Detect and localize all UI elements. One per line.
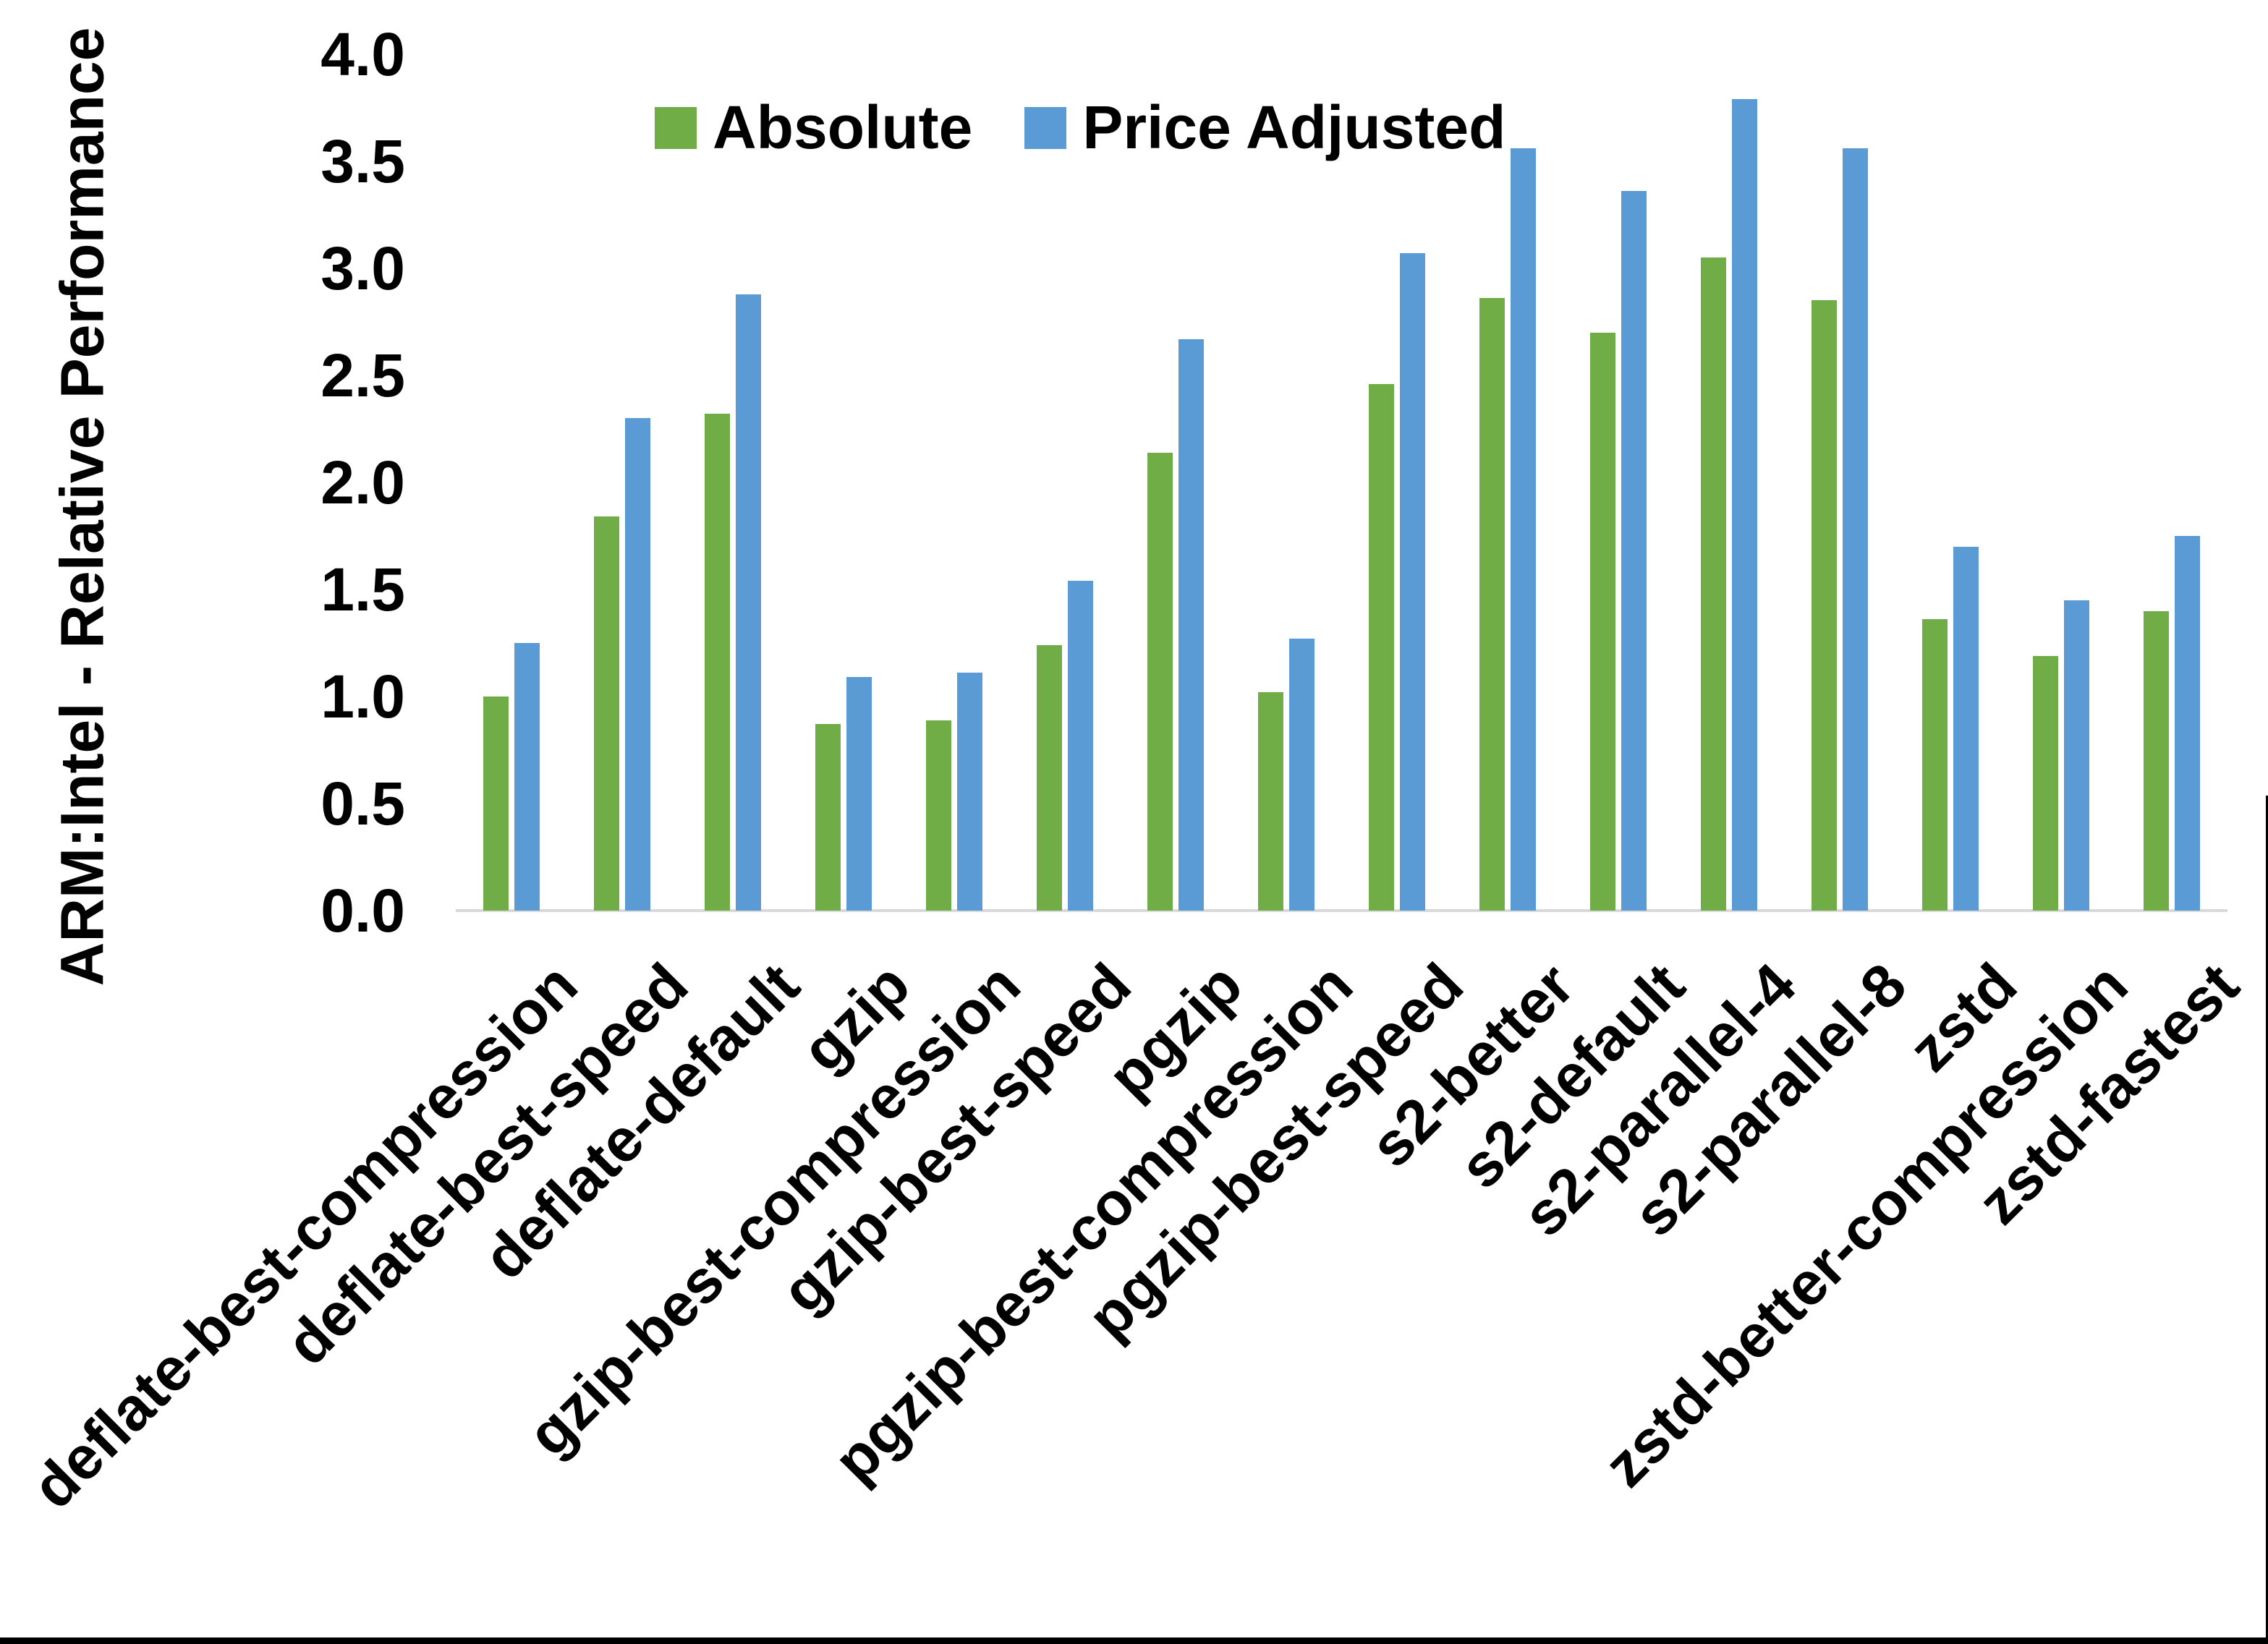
bar-absolute — [1479, 298, 1505, 911]
y-tick-label: 0.5 — [320, 770, 405, 838]
y-tick-label: 2.5 — [320, 341, 405, 409]
bar-absolute — [594, 516, 619, 911]
y-tick-label: 4.0 — [320, 20, 405, 88]
bar-absolute — [705, 414, 730, 911]
legend-entry-absolute: Absolute — [655, 93, 972, 163]
bar-price-adjusted — [625, 418, 650, 911]
bar-absolute — [1590, 333, 1615, 911]
bar-price-adjusted — [1843, 148, 1868, 911]
bar-price-adjusted — [957, 673, 982, 911]
y-tick-label: 2.0 — [320, 448, 405, 516]
legend-label-price-adjusted: Price Adjusted — [1082, 93, 1506, 161]
bottom-border-bar — [0, 1637, 2268, 1644]
bar-absolute — [1812, 300, 1837, 911]
bar-price-adjusted — [2064, 600, 2089, 911]
bar-price-adjusted — [2175, 536, 2200, 911]
bar-price-adjusted — [1511, 148, 1536, 911]
bar-absolute — [1369, 384, 1394, 911]
y-tick-label: 1.5 — [320, 555, 405, 623]
bar-price-adjusted — [514, 643, 540, 911]
legend-entry-price-adjusted: Price Adjusted — [1024, 93, 1505, 163]
bar-absolute — [2033, 656, 2058, 911]
bar-absolute — [1922, 619, 1948, 911]
bar-price-adjusted — [1953, 547, 1979, 911]
bar-absolute — [815, 724, 841, 911]
bar-price-adjusted — [846, 677, 872, 911]
legend-swatch-price-adjusted — [1024, 106, 1067, 149]
y-tick-label: 1.0 — [320, 663, 405, 731]
bar-price-adjusted — [736, 294, 761, 911]
bar-price-adjusted — [1178, 339, 1204, 911]
y-tick-label: 0.0 — [320, 877, 405, 945]
legend-swatch-absolute — [655, 106, 697, 149]
bar-price-adjusted — [1289, 639, 1314, 911]
right-border-bar — [2266, 796, 2268, 1644]
bar-price-adjusted — [1621, 191, 1647, 911]
bar-absolute — [483, 697, 509, 911]
bar-absolute — [1258, 692, 1283, 911]
legend-label-absolute: Absolute — [713, 93, 973, 161]
y-tick-label: 3.5 — [320, 127, 405, 195]
bar-absolute — [1037, 645, 1062, 911]
bar-absolute — [926, 720, 951, 911]
legend: Absolute Price Adjusted — [655, 93, 1505, 163]
y-tick-label: 3.0 — [320, 234, 405, 302]
bar-price-adjusted — [1400, 253, 1425, 911]
bar-absolute — [1701, 257, 1726, 911]
y-axis-title: ARM:Intel - Relative Performance — [48, 22, 117, 991]
bar-price-adjusted — [1732, 99, 1757, 911]
bar-absolute — [1147, 453, 1173, 911]
bar-absolute — [2144, 611, 2169, 911]
x-axis-line — [456, 909, 2227, 912]
y-axis-title-text: ARM:Intel - Relative Performance — [48, 27, 116, 986]
bar-price-adjusted — [1068, 581, 1093, 911]
